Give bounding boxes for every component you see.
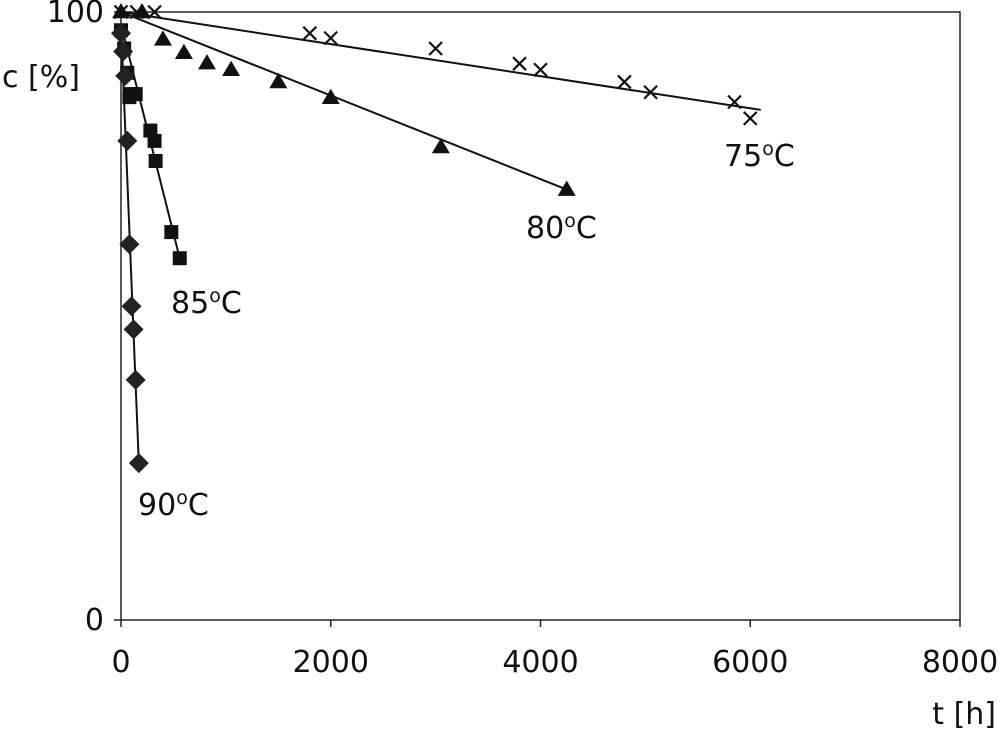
- data-point-x-marker: [147, 4, 162, 20]
- series-label-75: 75oC: [724, 138, 795, 174]
- data-point-diamond-marker: [113, 41, 134, 62]
- y-axis-label: c [%]: [2, 60, 80, 95]
- data-point-triangle-marker: [431, 137, 450, 154]
- data-point-triangle-marker: [153, 30, 172, 46]
- series-label-90: 90oC: [138, 487, 209, 523]
- y-tick-label: 0: [85, 603, 104, 638]
- fit-lines: [120, 11, 761, 464]
- data-point-diamond-marker: [111, 23, 131, 44]
- data-point-diamond-marker: [123, 319, 144, 340]
- plot-frame: [120, 11, 961, 621]
- y-tick-label: 100: [47, 0, 104, 30]
- data-point-x-marker: [742, 111, 758, 126]
- data-point-x-marker: [323, 30, 339, 46]
- x-tick-label: 4000: [502, 645, 578, 680]
- x-tick-label: 8000: [922, 645, 998, 680]
- fit-line-80: [120, 11, 568, 191]
- data-point-diamond-marker: [115, 65, 136, 86]
- data-point-triangle-marker: [132, 3, 151, 19]
- x-tick-label: 2000: [293, 645, 369, 680]
- data-point-diamond-marker: [121, 296, 142, 317]
- data-point-diamond-marker: [125, 369, 146, 390]
- data-point-x-marker: [428, 41, 443, 56]
- data-point-diamond-marker: [128, 453, 149, 474]
- data-point-triangle-marker: [112, 3, 130, 19]
- data-point-diamond-marker: [117, 130, 138, 151]
- x-tick-label: 0: [111, 645, 130, 680]
- data-point-triangle-marker: [269, 72, 288, 89]
- data-point-triangle-marker: [222, 60, 241, 77]
- data-point-x-marker: [302, 26, 318, 41]
- data-point-square-marker: [164, 225, 179, 240]
- data-point-square-marker: [172, 251, 187, 266]
- axis-ticks: [114, 11, 961, 627]
- x-tick-label: 6000: [712, 645, 788, 680]
- data-point-x-marker: [643, 84, 658, 100]
- data-point-triangle-marker: [174, 43, 193, 60]
- data-point-x-marker: [512, 56, 527, 71]
- data-point-x-marker: [533, 62, 548, 78]
- series-label-85: 85oC: [171, 285, 242, 321]
- data-point-diamond-marker: [119, 234, 140, 255]
- fit-line-75: [120, 11, 761, 111]
- data-point-square-marker: [128, 87, 143, 102]
- data-markers: [111, 3, 758, 474]
- data-point-triangle-marker: [557, 180, 576, 196]
- data-point-square-marker: [147, 133, 162, 148]
- data-point-square-marker: [148, 153, 163, 168]
- x-axis-label: t [h]: [932, 697, 996, 731]
- data-point-x-marker: [617, 74, 632, 90]
- data-point-triangle-marker: [321, 88, 340, 105]
- data-point-x-marker: [727, 94, 742, 110]
- series-label-80: 80oC: [526, 210, 597, 246]
- data-point-triangle-marker: [197, 54, 216, 70]
